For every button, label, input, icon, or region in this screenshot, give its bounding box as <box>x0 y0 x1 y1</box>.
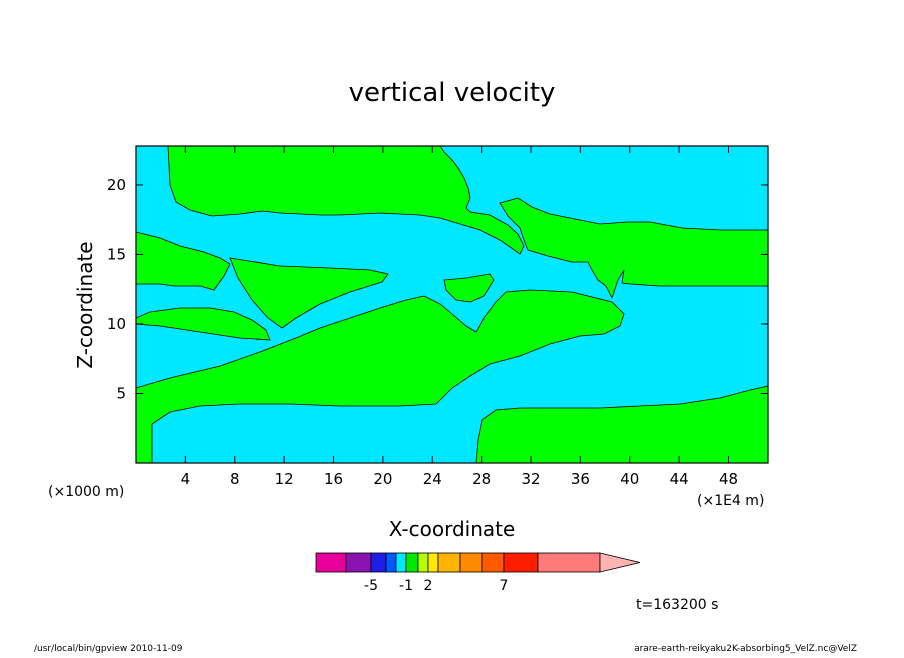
x-tick-label: 8 <box>230 470 240 488</box>
x-tick-label: 16 <box>324 470 343 488</box>
colorbar-swatch <box>427 552 439 573</box>
x-axis-label: X-coordinate <box>389 517 516 541</box>
positive-region <box>135 289 625 464</box>
positive-regions <box>135 145 769 464</box>
x-tick-label: 40 <box>620 470 639 488</box>
colorbar-swatch <box>370 552 387 573</box>
colorbar-swatch <box>417 552 429 573</box>
colorbar-swatch <box>385 552 397 573</box>
y-axis-units: (×1000 m) <box>48 484 124 500</box>
colorbar-swatch <box>481 552 505 573</box>
footer-right: arare-earth-reikyaku2K-absorbing5_VelZ.n… <box>634 644 857 654</box>
x-tick-label: 24 <box>423 470 442 488</box>
plot-frame <box>135 145 769 464</box>
y-axis-label: Z-coordinate <box>73 241 97 368</box>
x-tick-label: 36 <box>571 470 590 488</box>
x-tick-label: 12 <box>275 470 294 488</box>
colorbar-swatch <box>459 552 483 573</box>
colorbar-swatch <box>537 552 601 573</box>
colorbar-swatch <box>345 552 372 573</box>
positive-region <box>135 307 271 341</box>
colorbar-swatch <box>395 552 407 573</box>
footer-left: /usr/local/bin/gpview 2010-11-09 <box>34 644 183 654</box>
y-tick-label: 15 <box>107 245 126 263</box>
positive-region <box>135 231 231 291</box>
x-tick-label: 44 <box>670 470 689 488</box>
colorbar-extension <box>599 552 641 573</box>
colorbar-tick-label: -5 <box>364 578 378 594</box>
x-tick-label: 20 <box>373 470 392 488</box>
y-tick-label: 5 <box>116 384 126 402</box>
colorbar-tick-label: 7 <box>500 578 509 594</box>
colorbar-swatch <box>437 552 461 573</box>
time-label: t=163200 s <box>636 597 718 613</box>
colorbar-tick-label: 2 <box>424 578 433 594</box>
x-axis-units: (×1E4 m) <box>697 493 764 509</box>
colorbar-swatch <box>405 552 419 573</box>
positive-region <box>167 145 525 255</box>
x-tick-label: 48 <box>719 470 738 488</box>
positive-region <box>443 273 495 303</box>
x-tick-label: 28 <box>472 470 491 488</box>
positive-region <box>229 257 389 329</box>
colorbar-tick-label: -1 <box>399 578 413 594</box>
positive-region <box>499 197 769 300</box>
x-tick-label: 4 <box>181 470 191 488</box>
y-axis: 5 10 15 20 <box>107 176 768 402</box>
chart-title: vertical velocity <box>349 78 556 108</box>
positive-region <box>475 385 769 464</box>
colorbar: -5 -1 2 7 <box>315 552 641 594</box>
y-tick-label: 10 <box>107 315 126 333</box>
x-axis: 4 8 12 16 20 24 28 32 36 40 44 48 <box>181 146 738 488</box>
colorbar-swatch <box>315 552 347 573</box>
x-tick-label: 32 <box>521 470 540 488</box>
colorbar-swatch <box>503 552 539 573</box>
y-tick-label: 20 <box>107 176 126 194</box>
